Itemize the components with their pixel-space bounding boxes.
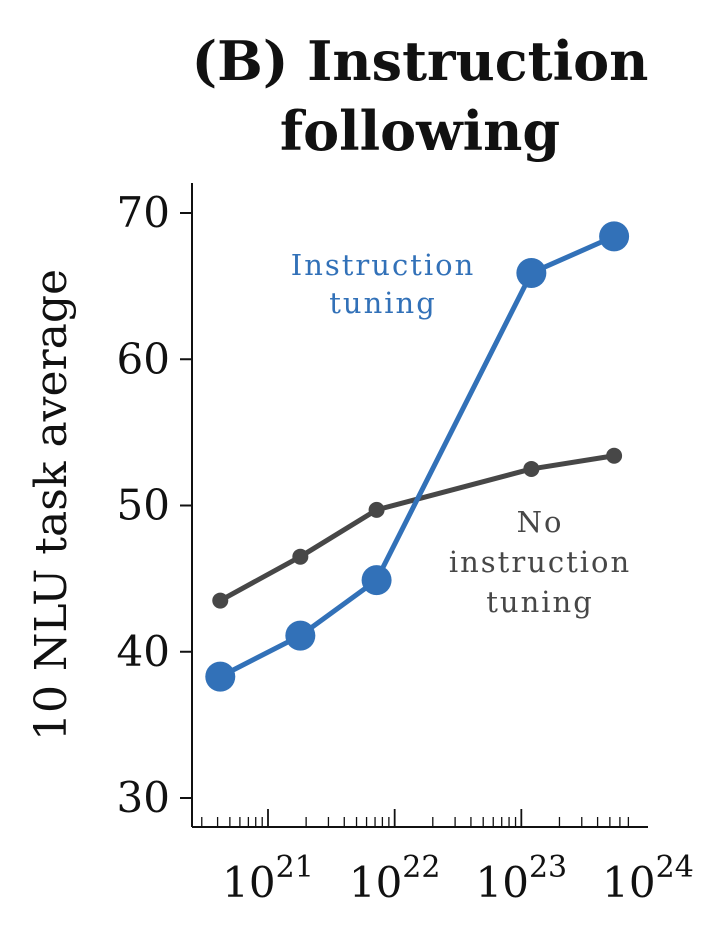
series-point bbox=[292, 548, 309, 565]
y-tick-label: 70 bbox=[117, 188, 170, 237]
chart-title-line-1: (B) Instruction bbox=[192, 29, 649, 93]
y-ticks: 30 40 50 60 70 bbox=[117, 188, 192, 822]
x-tick-label-base: 10 bbox=[476, 858, 529, 907]
y-tick-label: 50 bbox=[117, 481, 170, 530]
x-tick-label-base: 10 bbox=[602, 858, 655, 907]
series-point bbox=[205, 661, 236, 692]
x-tick-label: 1022 bbox=[349, 850, 441, 907]
annotation-instruction-tuning-line-1: Instruction bbox=[291, 248, 476, 282]
annotation-instruction-tuning: Instruction tuning bbox=[291, 248, 476, 320]
y-tick-label: 60 bbox=[117, 334, 170, 383]
x-tick-label-base: 10 bbox=[222, 858, 275, 907]
annotation-instruction-tuning-line-2: tuning bbox=[329, 286, 437, 320]
x-tick-label: 1024 bbox=[602, 850, 694, 907]
annotation-no-instruction-tuning: No instruction tuning bbox=[449, 505, 631, 619]
series-no-instruction-tuning bbox=[212, 447, 623, 609]
y-tick-label: 30 bbox=[117, 773, 170, 822]
series-instruction-tuning bbox=[205, 221, 630, 692]
x-tick-label-exponent: 22 bbox=[402, 850, 440, 885]
y-axis-label: 10 NLU task average bbox=[26, 269, 77, 741]
x-tick-label-base: 10 bbox=[349, 858, 402, 907]
annotation-no-instruction-tuning-line-1: No bbox=[517, 505, 564, 539]
x-tick-label: 1023 bbox=[476, 850, 568, 907]
series-point bbox=[523, 460, 540, 477]
y-tick-label: 40 bbox=[117, 627, 170, 676]
series-point bbox=[606, 447, 623, 464]
annotation-no-instruction-tuning-line-3: tuning bbox=[486, 585, 594, 619]
series-point bbox=[516, 257, 547, 288]
x-ticks: 1021 1022 1023 1024 bbox=[201, 809, 694, 907]
series-point bbox=[212, 592, 229, 609]
chart-title-line-2: following bbox=[280, 99, 560, 163]
series-point bbox=[285, 620, 316, 651]
annotation-no-instruction-tuning-line-2: instruction bbox=[449, 545, 631, 579]
x-tick-label-exponent: 24 bbox=[656, 850, 694, 885]
x-tick-label-exponent: 23 bbox=[529, 850, 567, 885]
x-tick-label: 1021 bbox=[222, 850, 314, 907]
series-point bbox=[599, 221, 630, 252]
series-point bbox=[368, 501, 385, 518]
series-point bbox=[361, 565, 392, 596]
series-group bbox=[205, 221, 630, 692]
x-tick-label-exponent: 21 bbox=[276, 850, 314, 885]
